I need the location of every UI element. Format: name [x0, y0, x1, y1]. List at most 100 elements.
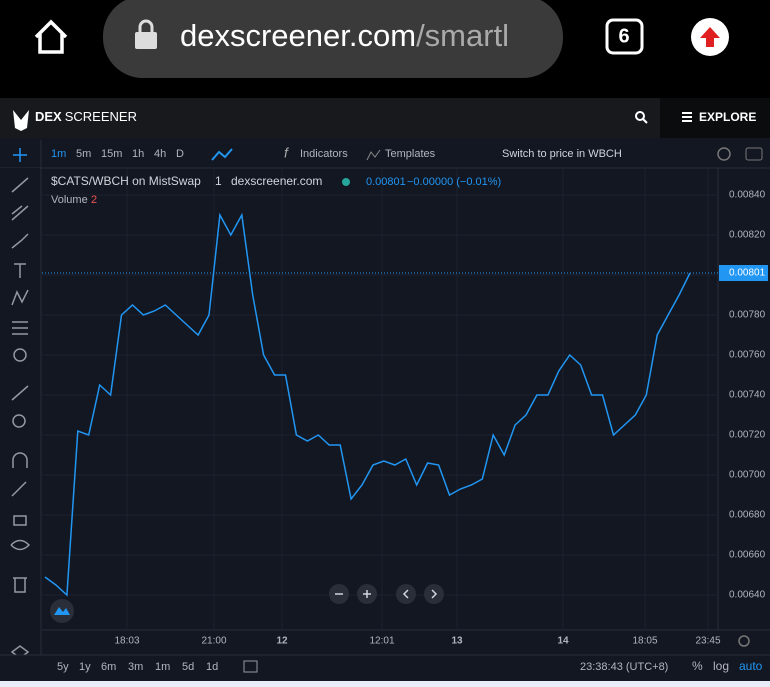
logo-bold: DEX	[35, 109, 62, 124]
explore-label: EXPLORE	[699, 110, 756, 124]
x-tick-label: 18:05	[632, 636, 657, 647]
scroll-left-button[interactable]	[396, 584, 416, 604]
tabs-button[interactable]	[605, 18, 644, 55]
x-tick-label: 21:00	[201, 636, 226, 647]
logo[interactable]: DEX SCREENER	[35, 109, 137, 124]
range-button[interactable]: 1d	[206, 661, 218, 673]
brush-tool[interactable]	[11, 233, 29, 249]
range-button[interactable]: 5d	[182, 661, 194, 673]
lock-icon	[135, 32, 157, 49]
settings-button[interactable]	[717, 147, 731, 161]
pattern-tool[interactable]	[11, 289, 29, 306]
y-tick-label: 0.00740	[729, 390, 766, 401]
trendline-tool[interactable]	[11, 177, 29, 193]
range-button[interactable]: 5y	[57, 661, 69, 673]
legend-price: 0.00801	[366, 176, 406, 188]
snapshot-button[interactable]	[745, 147, 763, 161]
last-price-tag	[719, 265, 768, 281]
bottom-bar	[0, 655, 770, 681]
interval-button[interactable]: 1h	[132, 148, 144, 160]
prediction-tool[interactable]	[12, 321, 28, 335]
interval-group: 1m 5m 15m 1h 4h D	[51, 148, 184, 160]
axis-settings-button[interactable]	[738, 635, 750, 647]
range-button[interactable]: 3m	[128, 661, 143, 673]
x-tick-label: 18:03	[114, 636, 139, 647]
search-handle	[642, 118, 648, 124]
templates-icon	[366, 149, 381, 161]
volume-label: Volume	[51, 194, 88, 206]
explore-button[interactable]	[660, 98, 770, 138]
interval-button[interactable]: 15m	[101, 148, 122, 160]
text-tool[interactable]	[14, 263, 26, 278]
range-button[interactable]: 1m	[155, 661, 170, 673]
tab-count: 6	[618, 25, 629, 47]
range-button[interactable]: 1y	[79, 661, 91, 673]
pitchfork-tool[interactable]	[11, 205, 29, 221]
url-path: /smartl	[416, 18, 509, 53]
last-price-label: 0.00801	[729, 268, 766, 279]
y-tick-label: 0.00820	[729, 230, 766, 241]
nav-icons	[335, 589, 438, 599]
stay-drawing-tool[interactable]	[11, 481, 27, 497]
percent-toggle[interactable]: %	[692, 659, 703, 673]
templates-button[interactable]: Templates	[385, 148, 436, 160]
x-tick-label: 14	[557, 636, 569, 647]
interval-button[interactable]: D	[176, 148, 184, 160]
log-toggle[interactable]: log	[713, 659, 729, 673]
magnet-tool[interactable]	[12, 452, 28, 468]
interval-button[interactable]: 5m	[76, 148, 91, 160]
x-tick-label: 12	[276, 636, 288, 647]
scroll-right-button[interactable]	[424, 584, 444, 604]
interval-button[interactable]: 4h	[154, 148, 166, 160]
y-tick-label: 0.00700	[729, 470, 766, 481]
url-host: dexscreener.com	[180, 18, 416, 53]
crosshair-tool[interactable]	[13, 148, 27, 162]
home-button[interactable]	[34, 19, 68, 54]
grid	[42, 168, 718, 630]
chart-style-button[interactable]	[211, 148, 233, 161]
volume-period: 2	[91, 194, 97, 206]
lock-tool[interactable]	[13, 515, 27, 526]
switch-price-button[interactable]: Switch to price in WBCH	[502, 148, 622, 160]
bottom-edge	[0, 681, 770, 687]
url-bar[interactable]	[103, 0, 563, 78]
legend-source: dexscreener.com	[231, 174, 322, 188]
measure-tool[interactable]	[11, 385, 29, 401]
y-tick-label: 0.00680	[729, 510, 766, 521]
toolbar	[0, 140, 770, 168]
update-icon	[700, 27, 720, 47]
y-tick-label: 0.00780	[729, 310, 766, 321]
site-header	[0, 98, 770, 138]
legend-change: −0.00000 (−0.01%)	[407, 176, 501, 188]
lock-shackle	[138, 19, 154, 32]
x-tick-label: 13	[451, 636, 463, 647]
sidebar	[0, 168, 40, 655]
y-tick-label: 0.00660	[729, 550, 766, 561]
legend-interval: 1	[215, 174, 222, 188]
auto-toggle[interactable]: auto	[739, 659, 763, 673]
y-tick-label: 0.00840	[729, 190, 766, 201]
zoom-tool[interactable]	[12, 414, 26, 428]
logo-icon	[13, 110, 29, 131]
search-button[interactable]	[635, 111, 645, 121]
clock: 23:38:43 (UTC+8)	[580, 661, 668, 673]
indicators-icon: f	[284, 145, 290, 161]
logo-light: SCREENER	[65, 109, 137, 124]
navigation	[329, 584, 444, 604]
market-status	[342, 178, 350, 186]
menu-icon	[682, 112, 692, 122]
x-tick-label: 23:45	[695, 636, 720, 647]
range-group: 5y 1y 6m 3m 1m 5d 1d	[57, 661, 218, 673]
url: dexscreener.com/smartl	[180, 18, 509, 53]
hide-tool[interactable]	[10, 539, 31, 551]
go-to-date-button[interactable]	[243, 660, 258, 673]
icon-tool[interactable]	[13, 348, 27, 362]
legend-pair: $CATS/WBCH on MistSwap	[51, 174, 201, 188]
interval-button[interactable]: 1m	[51, 148, 66, 160]
range-button[interactable]: 6m	[101, 661, 116, 673]
indicators-button[interactable]: Indicators	[300, 148, 348, 160]
remove-tool[interactable]	[13, 577, 27, 593]
x-tick-label: 12:01	[369, 636, 394, 647]
